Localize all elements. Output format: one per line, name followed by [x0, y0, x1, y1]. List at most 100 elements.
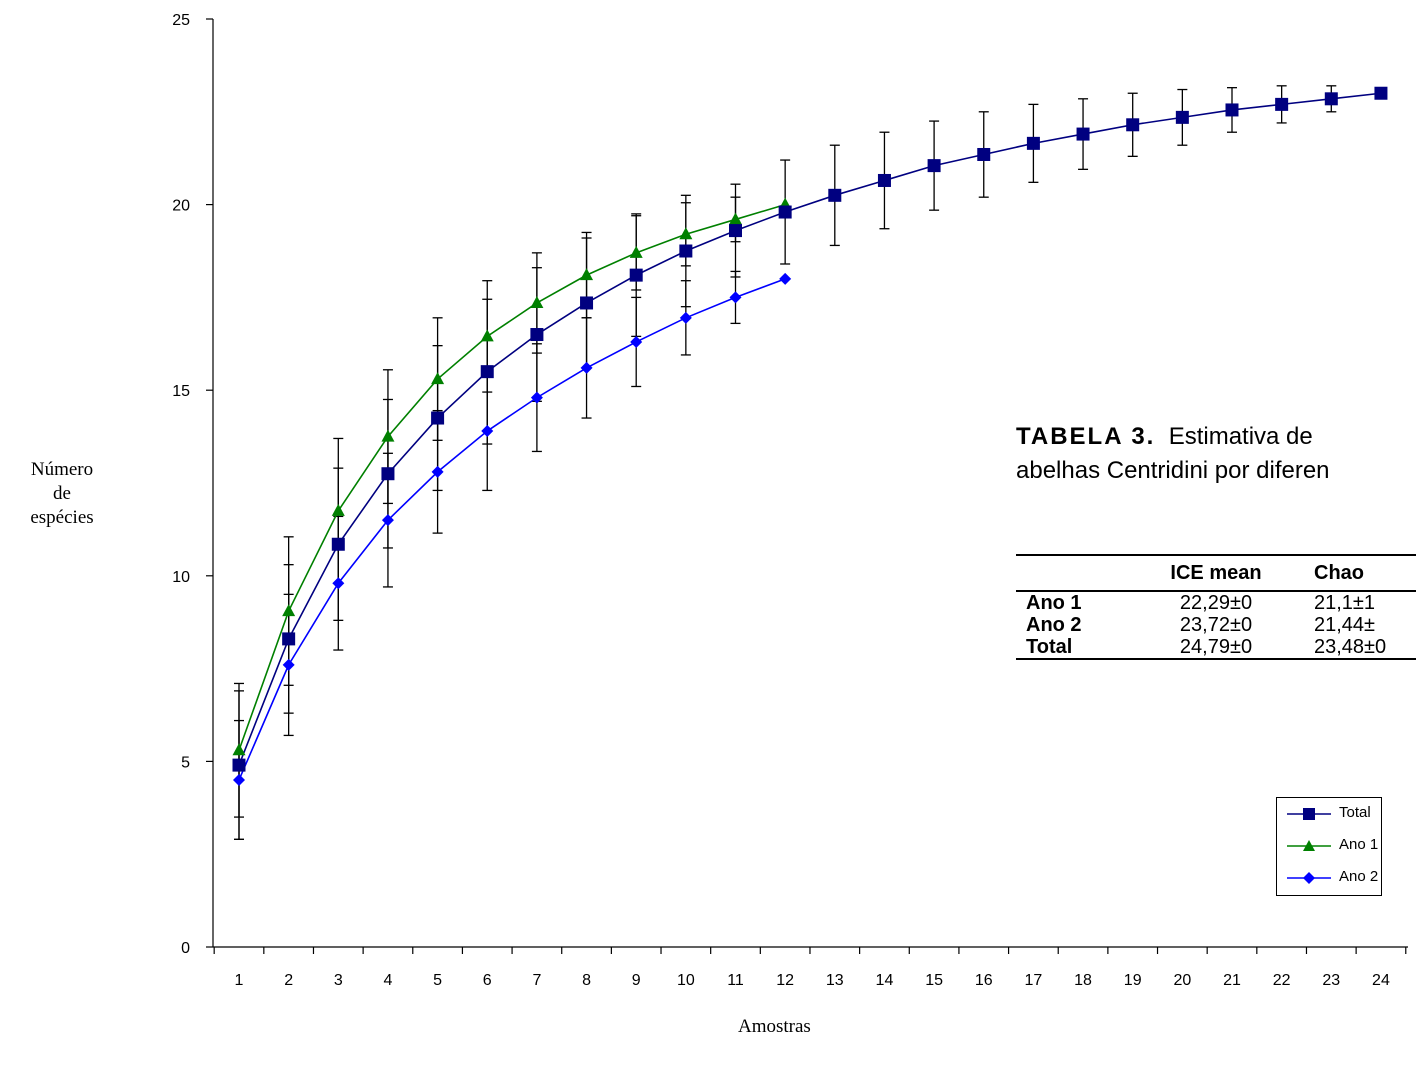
y-axis-title-line: Número — [30, 459, 94, 480]
data-point-ano2 — [679, 311, 692, 324]
y-axis-title-line: de — [53, 483, 71, 504]
data-point-total — [1076, 127, 1090, 141]
data-point-ano2 — [282, 658, 295, 671]
data-point-ano2 — [630, 335, 643, 348]
data-point-ano1 — [282, 604, 296, 617]
y-tick-label: 15 — [172, 383, 190, 400]
x-tick-label: 2 — [284, 972, 293, 989]
x-tick-label: 7 — [532, 972, 541, 989]
y-axis-title-line: espécies — [30, 507, 94, 528]
table-cell: 21,1±1 — [1314, 592, 1376, 614]
data-point-ano2 — [779, 272, 792, 285]
data-point-ano1 — [331, 503, 345, 516]
table-row-label: Ano 2 — [1026, 614, 1082, 636]
x-tick-label: 18 — [1074, 972, 1092, 989]
data-point-total — [431, 411, 445, 425]
y-tick-label: 25 — [172, 12, 190, 29]
data-point-ano2 — [233, 773, 245, 786]
series-line-total — [238, 92, 1382, 766]
y-axis-title: Número de espécies — [14, 458, 110, 530]
data-point-total — [1275, 97, 1289, 111]
x-tick-label: 11 — [727, 972, 744, 989]
x-tick-label: 14 — [876, 972, 894, 989]
series-markers — [232, 86, 1388, 786]
data-point-ano2 — [381, 514, 394, 527]
data-point-ano2 — [332, 577, 345, 590]
data-point-ano1 — [629, 245, 643, 258]
legend-swatch-ano1 — [1287, 840, 1331, 851]
x-tick-label: 24 — [1372, 972, 1390, 989]
series-lines — [238, 92, 1382, 781]
data-point-ano1 — [480, 329, 494, 342]
data-point-ano1 — [580, 268, 594, 281]
x-tick-label: 3 — [334, 972, 343, 989]
table-header-cell — [1016, 555, 1156, 591]
data-point-ano1 — [729, 212, 742, 225]
x-tick-label: 13 — [826, 972, 844, 989]
data-point-total — [1324, 92, 1338, 106]
table-row-label: Total — [1026, 636, 1073, 658]
x-tick-label: 17 — [1025, 972, 1043, 989]
series-line-ano2 — [238, 278, 786, 781]
data-point-total — [1126, 118, 1140, 132]
data-point-ano1 — [232, 743, 246, 756]
x-tick-label: 16 — [975, 972, 993, 989]
table-cell: 22,29±0 — [1179, 592, 1253, 614]
x-tick-label: 10 — [677, 972, 695, 989]
table-row-label: Ano 1 — [1026, 592, 1082, 614]
data-point-total — [1175, 110, 1189, 124]
y-tick-label: 20 — [172, 198, 190, 215]
table-cell: 23,48±0 — [1314, 636, 1387, 658]
table-header-row: ICE mean Chao — [1016, 555, 1416, 591]
data-point-total — [977, 147, 991, 161]
chart-legend: Total Ano 1 Ano 2 — [1276, 797, 1382, 896]
data-point-total — [1026, 136, 1040, 150]
data-point-total — [1374, 86, 1388, 100]
y-tick-label: 0 — [181, 940, 190, 957]
data-point-total — [530, 328, 544, 342]
legend-label: Total — [1339, 804, 1371, 821]
data-point-total — [729, 224, 742, 238]
data-point-total — [679, 244, 693, 258]
data-point-total — [480, 365, 494, 379]
x-axis-title: Amostras — [738, 1016, 811, 1037]
table-cell: 21,44± — [1314, 614, 1376, 636]
data-point-ano2 — [431, 465, 444, 478]
estimates-table: ICE mean Chao Ano 1 22,29±0 21,1±1 Ano 2… — [1016, 554, 1416, 660]
data-point-total — [877, 173, 891, 187]
x-tick-label: 22 — [1273, 972, 1291, 989]
y-tick-label: 10 — [172, 569, 190, 586]
x-tick-label: 15 — [925, 972, 943, 989]
y-tick-label: 5 — [181, 754, 190, 771]
data-point-ano2 — [729, 291, 742, 304]
table-caption-text-1: Estimativa de — [1168, 423, 1313, 450]
data-point-total — [580, 296, 594, 310]
legend-item-total: Total — [1277, 798, 1381, 830]
table-cell: 24,79±0 — [1179, 636, 1253, 658]
data-point-total — [629, 268, 643, 282]
data-point-ano1 — [431, 372, 445, 385]
table-header-cell: Chao — [1314, 562, 1364, 584]
data-point-total — [927, 159, 941, 173]
x-tick-label: 21 — [1223, 972, 1241, 989]
table-row: Ano 1 22,29±0 21,1±1 — [1016, 591, 1416, 614]
data-point-total — [1225, 103, 1239, 117]
x-tick-label: 1 — [235, 972, 244, 989]
x-tick-label: 9 — [632, 972, 641, 989]
table-caption-text-2: abelhas Centridini por diferen — [1016, 457, 1330, 484]
legend-swatch-total — [1287, 808, 1331, 820]
data-point-ano1 — [381, 429, 395, 442]
data-point-ano1 — [530, 295, 544, 308]
table-header-cell: ICE mean — [1170, 562, 1262, 584]
x-tick-label: 4 — [383, 972, 392, 989]
data-point-total — [828, 188, 842, 202]
legend-swatch-ano2 — [1287, 872, 1331, 884]
x-tick-label: 19 — [1124, 972, 1142, 989]
x-tick-label: 5 — [433, 972, 442, 989]
table-caption: TABELA 3. Estimativa de abelhas Centridi… — [1016, 420, 1416, 488]
data-point-total — [331, 537, 345, 551]
x-tick-label: 20 — [1173, 972, 1191, 989]
data-point-total — [232, 758, 246, 772]
